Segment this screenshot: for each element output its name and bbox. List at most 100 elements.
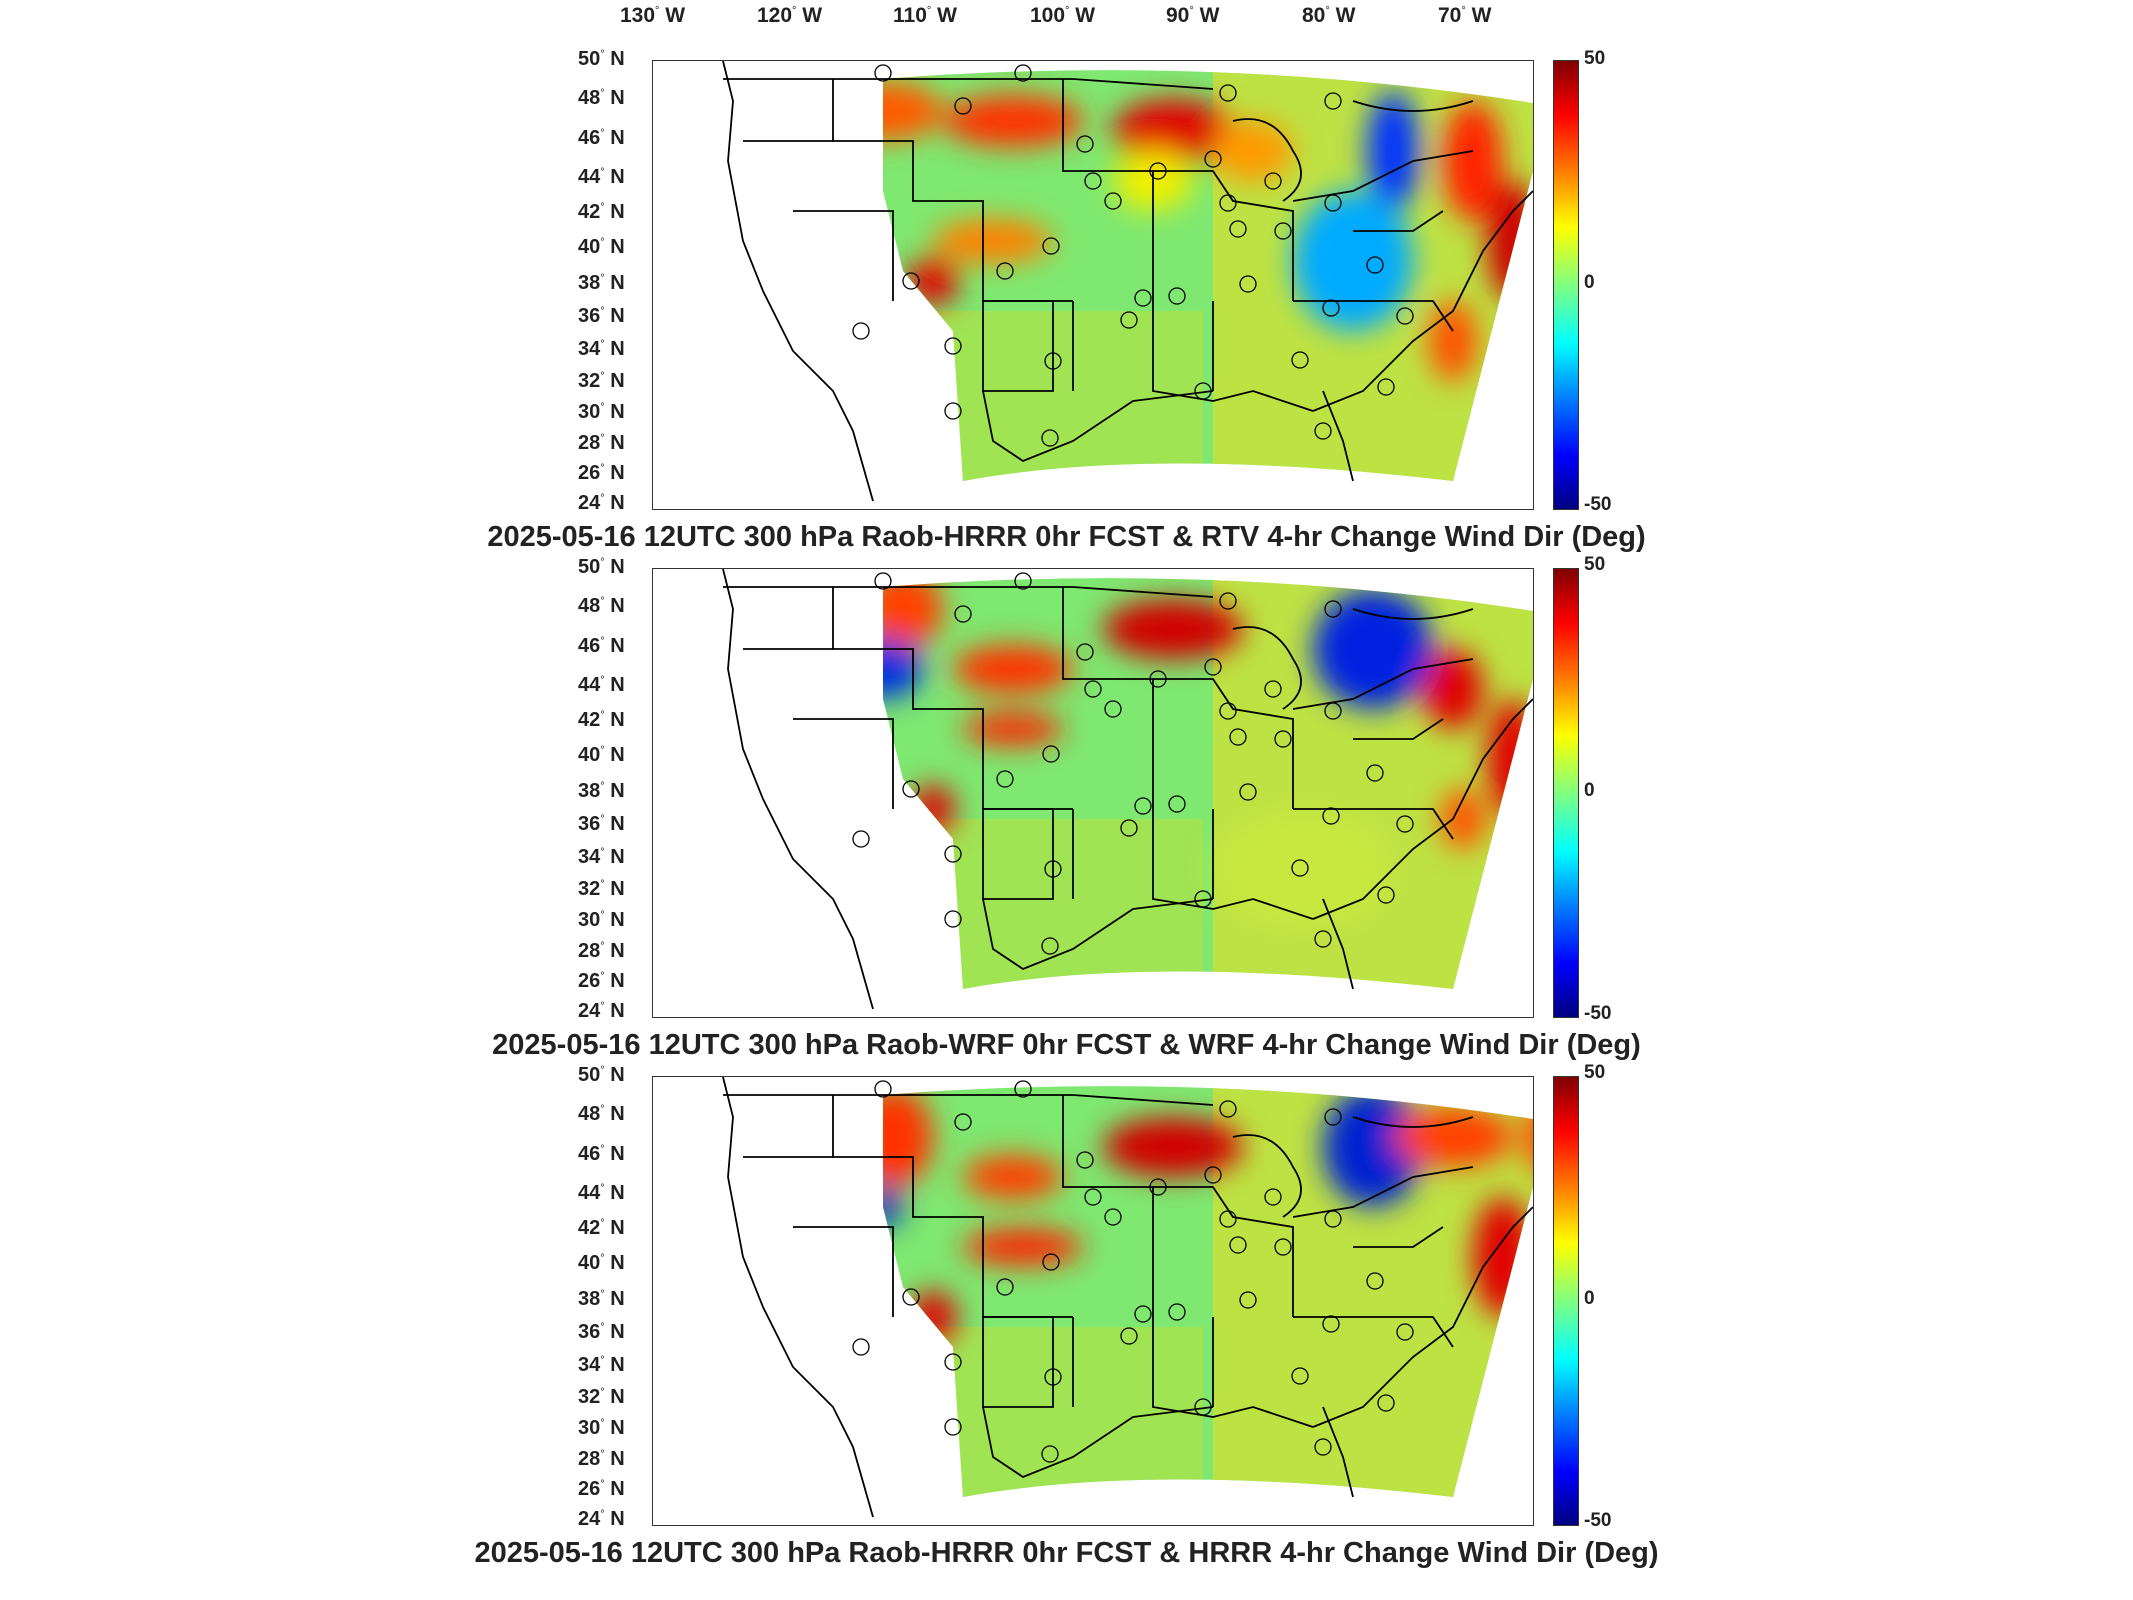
raob-station-marker bbox=[1219, 84, 1237, 102]
raob-station-marker bbox=[1219, 592, 1237, 610]
latitude-label: 26° N bbox=[578, 1478, 625, 1500]
latitude-label: 48° N bbox=[578, 87, 625, 109]
raob-station-marker bbox=[1396, 307, 1414, 325]
raob-station-marker bbox=[996, 770, 1014, 788]
raob-station-marker bbox=[944, 402, 962, 420]
raob-station-marker bbox=[1324, 1108, 1342, 1126]
latitude-label: 44° N bbox=[578, 674, 625, 696]
latitude-label: 32° N bbox=[578, 1386, 625, 1408]
raob-station-marker bbox=[1291, 859, 1309, 877]
raob-station-marker bbox=[944, 337, 962, 355]
raob-station-marker bbox=[1229, 220, 1247, 238]
raob-station-marker bbox=[1149, 1178, 1167, 1196]
latitude-label: 24° N bbox=[578, 1508, 625, 1530]
raob-station-marker bbox=[1149, 670, 1167, 688]
wind-direction-change-field bbox=[722, 569, 1533, 1010]
panel-title: 2025-05-16 12UTC 300 hPa Raob-HRRR 0hr F… bbox=[474, 1537, 1659, 1569]
panel-title: 2025-05-16 12UTC 300 hPa Raob-WRF 0hr FC… bbox=[492, 1029, 1641, 1061]
raob-station-marker bbox=[1076, 1151, 1094, 1169]
raob-station-marker bbox=[1314, 1438, 1332, 1456]
raob-station-marker bbox=[1204, 658, 1222, 676]
latitude-label: 28° N bbox=[578, 940, 625, 962]
latitude-label: 36° N bbox=[578, 1321, 625, 1343]
colorbar-mid-label: 0 bbox=[1584, 1288, 1595, 1309]
raob-station-marker bbox=[902, 780, 920, 798]
raob-station-marker bbox=[1084, 680, 1102, 698]
raob-station-marker bbox=[1264, 680, 1282, 698]
latitude-label: 36° N bbox=[578, 813, 625, 835]
raob-station-marker bbox=[1396, 1323, 1414, 1341]
raob-station-marker bbox=[1076, 643, 1094, 661]
raob-station-marker bbox=[1377, 1394, 1395, 1412]
raob-station-marker bbox=[1366, 256, 1384, 274]
latitude-label: 32° N bbox=[578, 370, 625, 392]
raob-station-marker bbox=[996, 262, 1014, 280]
latitude-label: 32° N bbox=[578, 878, 625, 900]
state-boundary-outlines bbox=[722, 61, 1533, 502]
latitude-label: 38° N bbox=[578, 1288, 625, 1310]
latitude-label: 44° N bbox=[578, 1182, 625, 1204]
raob-station-marker bbox=[1076, 135, 1094, 153]
raob-station-marker bbox=[1219, 1100, 1237, 1118]
raob-station-marker bbox=[1204, 1166, 1222, 1184]
latitude-label: 30° N bbox=[578, 909, 625, 931]
latitude-label: 48° N bbox=[578, 595, 625, 617]
raob-station-marker bbox=[1324, 92, 1342, 110]
colorbar-3 bbox=[1553, 1076, 1579, 1526]
colorbar-max-label: 50 bbox=[1584, 1062, 1606, 1083]
raob-station-marker bbox=[944, 1353, 962, 1371]
raob-station-marker bbox=[1120, 819, 1138, 837]
raob-station-marker bbox=[1291, 1367, 1309, 1385]
latitude-label: 44° N bbox=[578, 166, 625, 188]
raob-station-marker bbox=[1044, 860, 1062, 878]
raob-station-marker bbox=[1324, 702, 1342, 720]
raob-station-marker bbox=[1194, 382, 1212, 400]
raob-station-marker bbox=[954, 605, 972, 623]
longitude-label: 110° W bbox=[893, 4, 957, 27]
latitude-label: 48° N bbox=[578, 1103, 625, 1125]
latitude-label: 34° N bbox=[578, 846, 625, 868]
raob-station-marker bbox=[1120, 311, 1138, 329]
latitude-label: 38° N bbox=[578, 780, 625, 802]
wind-direction-change-field bbox=[722, 1077, 1533, 1518]
raob-station-marker bbox=[1239, 783, 1257, 801]
latitude-label: 40° N bbox=[578, 1252, 625, 1274]
colorbar-min-label: -50 bbox=[1584, 1510, 1612, 1531]
raob-station-marker bbox=[1324, 1210, 1342, 1228]
longitude-label: 90° W bbox=[1166, 4, 1220, 27]
colorbar-min-label: -50 bbox=[1584, 494, 1612, 515]
raob-station-marker bbox=[1264, 1188, 1282, 1206]
latitude-label: 28° N bbox=[578, 432, 625, 454]
raob-station-marker bbox=[1149, 162, 1167, 180]
raob-station-marker bbox=[1322, 1315, 1340, 1333]
state-boundary-outlines bbox=[722, 1077, 1533, 1518]
colorbar-max-label: 50 bbox=[1584, 554, 1606, 575]
raob-station-marker bbox=[902, 272, 920, 290]
latitude-label: 38° N bbox=[578, 272, 625, 294]
raob-station-marker bbox=[1324, 194, 1342, 212]
map-area-2 bbox=[652, 568, 1534, 1018]
colorbar-max-label: 50 bbox=[1584, 48, 1606, 69]
raob-station-marker bbox=[1219, 194, 1237, 212]
raob-station-marker bbox=[954, 1113, 972, 1131]
map-area-1 bbox=[652, 60, 1534, 510]
latitude-label: 24° N bbox=[578, 1000, 625, 1022]
latitude-label: 24° N bbox=[578, 492, 625, 514]
raob-station-marker bbox=[1366, 764, 1384, 782]
raob-station-marker bbox=[1366, 1272, 1384, 1290]
raob-station-marker bbox=[1134, 289, 1152, 307]
raob-station-marker bbox=[902, 1288, 920, 1306]
raob-station-marker bbox=[1044, 1368, 1062, 1386]
raob-station-marker bbox=[1219, 1210, 1237, 1228]
raob-station-marker bbox=[874, 572, 892, 590]
raob-station-marker bbox=[1168, 287, 1186, 305]
raob-station-marker bbox=[1314, 930, 1332, 948]
raob-station-marker bbox=[1084, 172, 1102, 190]
raob-station-marker bbox=[1042, 237, 1060, 255]
raob-station-marker bbox=[944, 1418, 962, 1436]
raob-station-marker bbox=[1168, 1303, 1186, 1321]
latitude-label: 46° N bbox=[578, 635, 625, 657]
map-area-3 bbox=[652, 1076, 1534, 1526]
raob-station-marker bbox=[1274, 730, 1292, 748]
raob-station-marker bbox=[874, 1080, 892, 1098]
